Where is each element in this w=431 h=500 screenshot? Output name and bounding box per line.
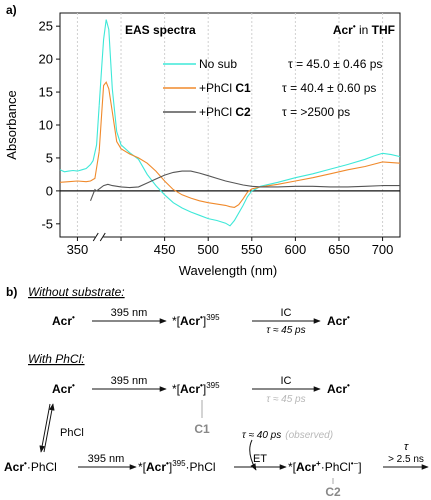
- ic-label-1: IC: [281, 307, 292, 319]
- y-tick-label-5: 5: [46, 150, 53, 165]
- chart-title: EAS spectra: [125, 23, 196, 37]
- y-tick-label-10: 10: [39, 118, 53, 133]
- legend-3-tau: τ = >2500 ps: [282, 105, 350, 119]
- excitation-label-1: 395 nm: [111, 307, 148, 319]
- et-label: ET: [253, 453, 267, 465]
- axis-break-gap: [95, 233, 104, 241]
- acr-radical-end-1: Acr•: [327, 313, 350, 328]
- row-complex: Acr•·PhCl 395 nm *[Acr•]395·PhCl ET *[Ac…: [4, 441, 429, 499]
- y-tick-label-20: 20: [39, 52, 53, 67]
- excitation-label-2: 395 nm: [111, 375, 148, 387]
- excited-acr-2: *[Acr•]395: [172, 381, 220, 396]
- y-ticks: -5 0 5 10 15 20 25: [39, 19, 60, 231]
- series-2-line-b: [98, 81, 401, 208]
- series-1-line-b: [98, 19, 401, 227]
- acr-phcl-complex: Acr•·PhCl: [4, 459, 57, 474]
- chart-area: 350 450 500 550 600 650 700 -5 0 5 10 15 20 25 EAS s…: [4, 12, 401, 278]
- chart-subtitle: Acr• in THF: [333, 22, 395, 37]
- plot-frame: [59, 12, 401, 238]
- c1-label: C1: [194, 422, 210, 436]
- series-1-line-a: [59, 105, 100, 173]
- legend-1-tau: τ = 45.0 ± 0.46 ps: [288, 57, 382, 71]
- axis-break-mark-left: [92, 232, 99, 242]
- c2-label: C2: [325, 485, 341, 499]
- x-tick-label-550: 550: [241, 242, 263, 257]
- x-axis-label: Wavelength (nm): [179, 263, 278, 278]
- y-tick-label--5: -5: [41, 216, 53, 231]
- ic-label-2: IC: [281, 375, 292, 387]
- charge-transfer-state: *[Acr+·PhCl•−]: [288, 459, 362, 474]
- x-tick-label-500: 500: [197, 242, 219, 257]
- legend-3-name: +PhCl C2: [199, 105, 251, 119]
- acr-radical-start: Acr•: [52, 313, 75, 328]
- x-tick-label-600: 600: [285, 242, 307, 257]
- x-tick-label-350: 350: [67, 242, 89, 257]
- series-3-line-a: [89, 188, 100, 202]
- phcl-equilibrium-label: PhCl: [60, 427, 84, 439]
- tau-25-label: > 2.5 ns: [388, 454, 424, 465]
- excitation-label-3: 395 nm: [88, 453, 125, 465]
- gridlines: [76, 13, 384, 237]
- legend: No sub τ = 45.0 ± 0.46 ps +PhCl C1 τ = 40.4…: [163, 57, 382, 119]
- x-ticks: 350 450 500 550 600 650 700: [67, 237, 394, 257]
- row-without-substrate: Acr• 395 nm *[Acr•]395 IC τ ≈ 45 ps Acr•: [52, 307, 350, 336]
- subtitle-solvent: THF: [372, 23, 395, 37]
- subtitle-dot: •: [353, 22, 356, 31]
- x-tick-label-700: 700: [372, 242, 394, 257]
- panel-b-label: b): [6, 285, 17, 299]
- tau-45-grey-label: τ ≈ 45 ps: [266, 394, 305, 405]
- y-tick-label-0: 0: [46, 183, 53, 198]
- y-tick-label-15: 15: [39, 85, 53, 100]
- series-3-line-b: [98, 170, 400, 190]
- subtitle-acr: Acr: [333, 23, 353, 37]
- y-axis-label: Absorbance: [4, 90, 19, 159]
- acr-radical-start-2: Acr•: [52, 381, 75, 396]
- tau-45-label: τ ≈ 45 ps: [266, 325, 305, 336]
- y-tick-label-25: 25: [39, 19, 53, 34]
- series-2-line-a: [59, 151, 100, 183]
- equilibrium-arrow-up: [43, 403, 55, 453]
- row-with-phcl: Acr• 395 nm *[Acr•]395 IC τ ≈ 45 ps Acr•…: [39, 375, 350, 471]
- axis-break-mark-right: [99, 232, 106, 242]
- tau-symbol: τ: [404, 441, 409, 453]
- x-tick-label-650: 650: [328, 242, 350, 257]
- excited-acr-phcl: *[Acr•]395·PhCl: [138, 459, 216, 474]
- legend-1-name: No sub: [199, 57, 237, 71]
- x-tick-label-450: 450: [154, 242, 176, 257]
- with-phcl-heading: With PhCl:: [28, 352, 85, 366]
- excited-acr-1: *[Acr•]395: [172, 313, 220, 328]
- tau-40-label: τ ≈ 40 ps (observed): [242, 430, 333, 441]
- axis-break: [92, 232, 106, 242]
- equilibrium-arrow-down: [39, 403, 51, 453]
- panel-a-label: a): [6, 3, 17, 17]
- subtitle-in: in: [356, 23, 372, 37]
- series-layer: [59, 19, 401, 227]
- acr-radical-end-2: Acr•: [327, 381, 350, 396]
- without-substrate-heading: Without substrate:: [28, 285, 125, 299]
- legend-2-name: +PhCl C1: [199, 81, 251, 95]
- legend-2-tau: τ = 40.4 ± 0.60 ps: [282, 81, 376, 95]
